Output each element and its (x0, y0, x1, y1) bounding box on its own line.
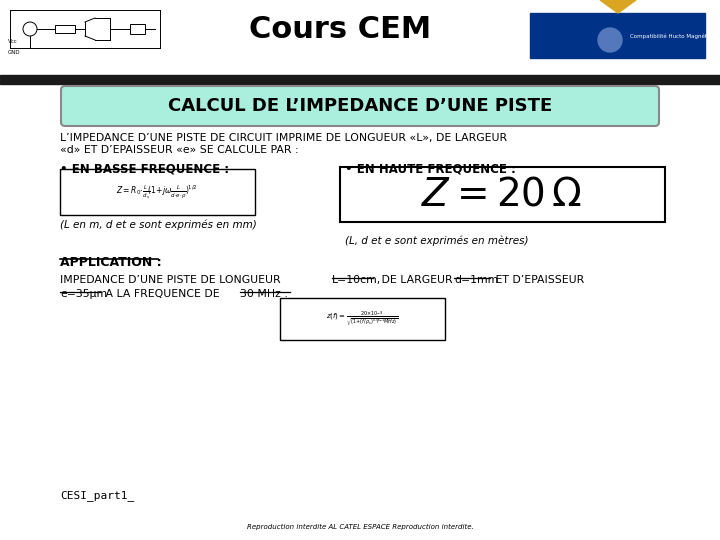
Bar (530, 13, 705, 58)
Text: ET D’EPAISSEUR: ET D’EPAISSEUR (492, 275, 584, 285)
Text: $Z{=}R_0\!\cdot\!\frac{L}{d_s}\!(1{+}j\omega\frac{L}{d\!\cdot\! e\!\cdot\!\rho}): $Z{=}R_0\!\cdot\!\frac{L}{d_s}\!(1{+}j\o… (116, 184, 198, 200)
Text: Cours CEM: Cours CEM (249, 16, 431, 44)
Circle shape (23, 22, 37, 36)
Text: 30 MHz :: 30 MHz : (240, 289, 288, 299)
Text: CESI_part1_: CESI_part1_ (60, 490, 134, 501)
Text: $z(f){=}\frac{20{\times}10^{-9}}{\sqrt{(1{+}(f/\rho_{s})^{0.5}\!f^{-1}\!MHz)}}$: $z(f){=}\frac{20{\times}10^{-9}}{\sqrt{(… (326, 310, 398, 328)
Text: Compatibilité Hucto Magnétique: Compatibilité Hucto Magnétique (630, 33, 719, 39)
Text: (L, d et e sont exprimés en mètres): (L, d et e sont exprimés en mètres) (345, 235, 528, 246)
Text: L’IMPEDANCE D’UNE PISTE DE CIRCUIT IMPRIME DE LONGUEUR «L», DE LARGEUR: L’IMPEDANCE D’UNE PISTE DE CIRCUIT IMPRI… (60, 133, 507, 143)
Text: CALCUL DE L’IMPEDANCE D’UNE PISTE: CALCUL DE L’IMPEDANCE D’UNE PISTE (168, 97, 552, 115)
Text: $Z = 20\,\Omega$: $Z = 20\,\Omega$ (421, 176, 582, 214)
Circle shape (598, 28, 622, 52)
FancyBboxPatch shape (61, 86, 659, 126)
Bar (130, 24, 145, 34)
Bar (280, 298, 445, 340)
Text: L=10cm,: L=10cm, (332, 275, 382, 285)
Text: IMPEDANCE D’UNE PISTE DE LONGUEUR: IMPEDANCE D’UNE PISTE DE LONGUEUR (60, 275, 284, 285)
Text: APPLICATION :: APPLICATION : (60, 256, 161, 269)
Bar (340, 167, 665, 222)
Text: DE LARGEUR: DE LARGEUR (378, 275, 456, 285)
Text: Reproduction interdite AL CATEL ESPACE Reproduction interdite.: Reproduction interdite AL CATEL ESPACE R… (247, 524, 473, 530)
Text: A LA FREQUENCE DE: A LA FREQUENCE DE (102, 289, 223, 299)
Text: GND: GND (8, 50, 21, 55)
Text: Vcc: Vcc (8, 39, 18, 44)
Text: • EN HAUTE FREQUENCE :: • EN HAUTE FREQUENCE : (345, 162, 516, 175)
Text: d=1mm: d=1mm (454, 275, 498, 285)
Text: «d» ET D’EPAISSEUR «e» SE CALCULE PAR :: «d» ET D’EPAISSEUR «e» SE CALCULE PAR : (60, 145, 299, 155)
Bar (0, 75, 720, 84)
Text: • EN BASSE FREQUENCE :: • EN BASSE FREQUENCE : (60, 162, 229, 175)
Bar (60, 169, 255, 215)
Polygon shape (600, 0, 636, 13)
Text: e=35μm: e=35μm (60, 289, 107, 299)
Bar (55, 25, 75, 33)
Text: (L en m, d et e sont exprimés en mm): (L en m, d et e sont exprimés en mm) (60, 220, 257, 231)
